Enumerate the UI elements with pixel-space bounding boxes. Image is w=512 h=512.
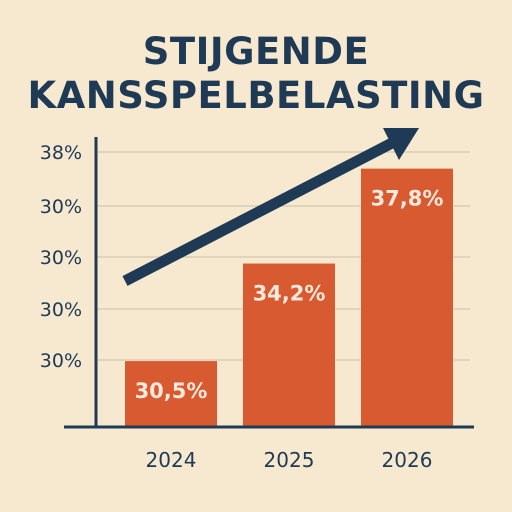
x-axis-tick-labels: 2024 2025 2026 xyxy=(146,448,433,472)
x-tick-label: 2025 xyxy=(264,448,315,472)
data-label: 34,2% xyxy=(253,282,326,306)
y-tick-label: 30% xyxy=(40,196,82,218)
trend-arrow xyxy=(122,128,419,286)
chart-title: STIJGENDE KANSSPELBELASTING xyxy=(0,30,512,118)
x-tick-label: 2024 xyxy=(146,448,197,472)
data-label: 30,5% xyxy=(135,379,208,403)
chart-title-line-1: STIJGENDE xyxy=(142,30,370,73)
trend-arrow-head xyxy=(383,128,419,160)
bar xyxy=(361,168,453,428)
chart-title-line-2: KANSSPELBELASTING xyxy=(27,74,485,117)
y-tick-label: 38% xyxy=(40,142,82,164)
y-tick-label: 30% xyxy=(40,350,82,372)
x-tick-label: 2026 xyxy=(382,448,433,472)
y-tick-label: 30% xyxy=(40,247,82,269)
bar xyxy=(243,263,335,427)
data-label: 37,8% xyxy=(371,187,444,211)
bars xyxy=(125,168,453,428)
bar xyxy=(125,361,217,427)
trend-arrow-shaft xyxy=(122,138,395,286)
y-tick-label: 30% xyxy=(40,299,82,321)
data-labels: 30,5% 34,2% 37,8% xyxy=(135,187,444,403)
y-axis-tick-labels: 38% 30% 30% 30% 30% xyxy=(40,142,82,372)
